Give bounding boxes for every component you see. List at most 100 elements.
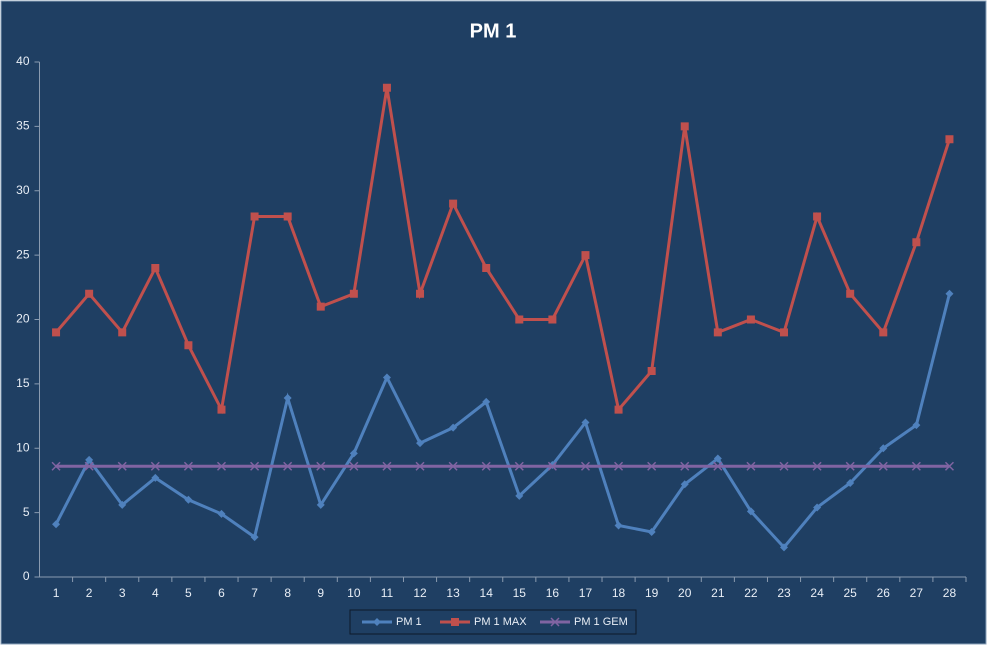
chart-title: PM 1 (470, 20, 517, 42)
data-point (713, 454, 722, 463)
data-point (813, 503, 822, 512)
legend-marker (451, 618, 459, 626)
y-tick-label: 20 (16, 312, 30, 326)
data-point (680, 480, 689, 489)
series-line (54, 293, 951, 550)
data-point (878, 461, 888, 471)
data-point (217, 509, 226, 518)
x-tick-label: 4 (152, 586, 159, 600)
data-point (515, 315, 524, 324)
data-point (216, 461, 227, 471)
data-point (283, 212, 292, 221)
data-point (713, 328, 722, 337)
y-tick-label: 30 (16, 183, 30, 197)
x-tick-label: 8 (284, 586, 291, 600)
x-tick-label: 2 (86, 586, 93, 600)
x-tick-label: 23 (777, 586, 791, 600)
data-point (183, 461, 193, 471)
data-point (316, 302, 325, 311)
data-point (118, 500, 127, 509)
data-point (151, 264, 160, 272)
data-point (52, 520, 61, 529)
data-point (283, 394, 292, 403)
y-tick-label: 5 (23, 505, 30, 519)
data-point (548, 315, 557, 324)
x-tick-label: 20 (678, 586, 692, 600)
data-point (945, 289, 954, 298)
data-point (845, 461, 855, 471)
y-tick-label: 10 (16, 440, 30, 454)
data-point (316, 461, 326, 471)
data-point (680, 461, 690, 471)
x-tick-label: 5 (185, 586, 192, 600)
y-tick-label: 40 (16, 54, 30, 68)
data-point (85, 289, 94, 298)
data-point (316, 500, 325, 509)
data-point (52, 328, 61, 337)
data-point (382, 83, 391, 92)
x-tick-label: 12 (413, 586, 427, 600)
data-point (250, 533, 259, 542)
legend (349, 609, 637, 635)
data-point (514, 461, 524, 471)
y-tick-label: 25 (16, 247, 30, 261)
data-point (746, 507, 755, 516)
data-point (184, 341, 193, 350)
x-tick-label: 9 (317, 586, 324, 600)
data-point (382, 373, 391, 382)
data-point (150, 461, 160, 471)
y-tick-label: 15 (16, 376, 30, 390)
data-point (647, 461, 657, 471)
data-point (84, 461, 94, 471)
data-point (945, 135, 954, 144)
data-point (780, 328, 789, 337)
x-tick-label: 17 (579, 586, 593, 600)
data-point (217, 405, 226, 414)
data-point (482, 397, 491, 406)
data-point (647, 367, 656, 375)
data-point (944, 461, 954, 471)
x-tick-label: 10 (347, 586, 361, 600)
data-point (250, 461, 260, 471)
legend-label: PM 1 (396, 616, 422, 628)
data-point (581, 251, 590, 260)
data-point (449, 423, 458, 432)
data-point (647, 527, 656, 536)
x-tick-label: 26 (877, 586, 891, 600)
x-tick-label: 15 (513, 586, 527, 600)
x-tick-label: 1 (53, 586, 60, 600)
data-point (51, 461, 61, 471)
data-point (118, 328, 127, 337)
data-point (283, 461, 293, 471)
data-point (812, 461, 822, 471)
data-point (912, 421, 921, 430)
x-tick-label: 27 (910, 586, 924, 600)
data-point (912, 238, 921, 247)
legend-marker (550, 617, 560, 627)
y-tick-label: 35 (16, 119, 30, 133)
data-point (184, 495, 193, 504)
data-point (911, 461, 921, 471)
data-point (813, 212, 822, 221)
x-tick-label: 7 (251, 586, 258, 600)
x-tick-label: 14 (480, 586, 494, 600)
data-point (581, 418, 590, 427)
y-tick-label: 0 (23, 569, 30, 583)
data-point (614, 521, 623, 530)
x-tick-label: 19 (645, 586, 659, 600)
data-point (481, 461, 491, 471)
data-point (117, 461, 127, 471)
data-point (382, 461, 392, 471)
data-point (349, 449, 358, 458)
data-point (846, 479, 855, 488)
x-tick-label: 13 (446, 586, 460, 600)
data-point (779, 461, 789, 471)
data-point (580, 461, 591, 471)
legend-marker (373, 618, 381, 626)
x-tick-label: 16 (546, 586, 560, 600)
x-tick-label: 21 (711, 586, 725, 600)
data-point (415, 461, 425, 471)
data-point (448, 461, 458, 471)
